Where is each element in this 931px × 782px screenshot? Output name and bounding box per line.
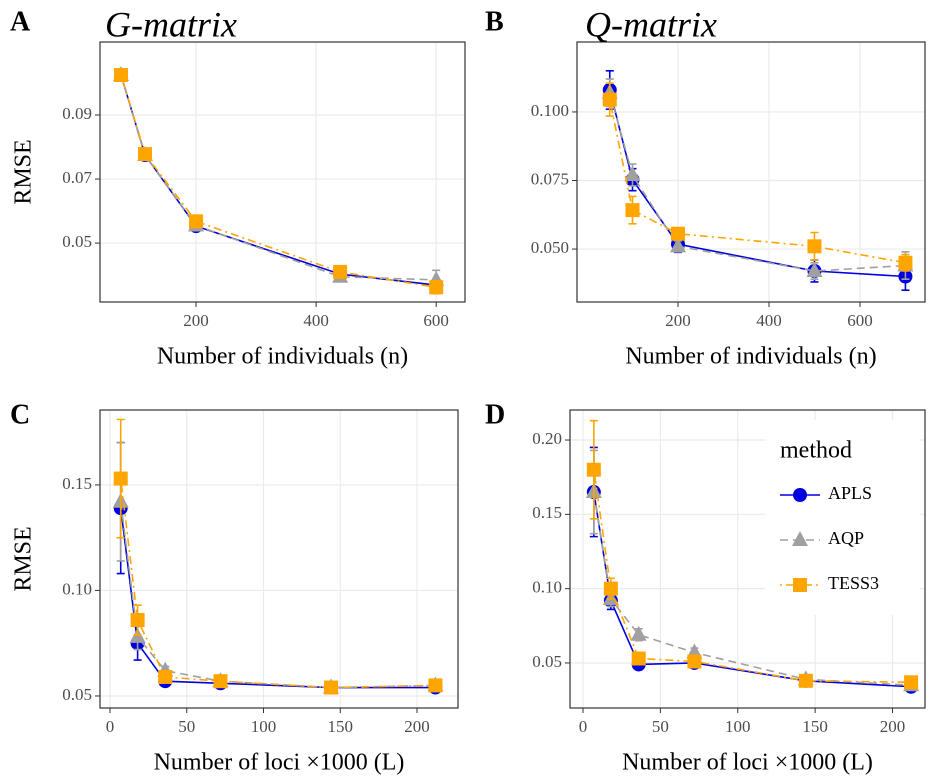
y-tick-label: 0.15 xyxy=(62,474,92,493)
point xyxy=(631,651,646,666)
legend-label: TESS3 xyxy=(828,573,879,593)
point xyxy=(189,214,204,229)
y-axis-label: RMSE xyxy=(11,139,37,204)
point xyxy=(898,255,913,270)
series-line xyxy=(593,469,912,684)
y-tick-label: 0.20 xyxy=(532,429,562,448)
point xyxy=(324,680,339,695)
panel-letter: D xyxy=(485,399,505,430)
point xyxy=(130,612,145,627)
point xyxy=(687,654,702,669)
point xyxy=(428,678,443,693)
point xyxy=(158,669,173,684)
x-tick-label: 200 xyxy=(880,717,906,736)
y-tick-label: 0.100 xyxy=(531,101,569,120)
x-axis-label: Number of individuals (n) xyxy=(157,344,408,370)
point xyxy=(904,675,919,690)
y-tick-label: 0.07 xyxy=(62,168,92,187)
panel-title: G-matrix xyxy=(105,4,237,44)
point xyxy=(806,262,823,278)
legend-label: APLS xyxy=(828,483,872,503)
y-tick-label: 0.075 xyxy=(531,169,569,188)
y-tick-label: 0.05 xyxy=(62,232,92,251)
series-line xyxy=(119,478,436,689)
point xyxy=(670,226,685,241)
point xyxy=(807,239,822,254)
legend-title: method xyxy=(780,438,852,464)
x-tick-label: 600 xyxy=(423,311,449,330)
y-tick-label: 0.10 xyxy=(532,578,562,597)
y-axis-label: RMSE xyxy=(11,526,37,591)
legend-marker xyxy=(793,488,807,502)
x-tick-label: 200 xyxy=(404,717,430,736)
x-tick-label: 100 xyxy=(725,717,751,736)
y-tick-label: 0.050 xyxy=(531,238,569,257)
x-axis-label: Number of loci ×1000 (L) xyxy=(154,750,405,776)
point xyxy=(138,147,153,162)
legend-marker xyxy=(792,531,808,546)
plot-border xyxy=(99,409,459,709)
point xyxy=(630,625,647,641)
x-tick-label: 200 xyxy=(183,311,209,330)
series-line xyxy=(593,491,912,687)
point xyxy=(669,237,686,253)
point xyxy=(602,92,617,107)
plot-border xyxy=(569,409,926,709)
x-tick-label: 400 xyxy=(756,311,782,330)
x-tick-label: 150 xyxy=(802,717,828,736)
x-axis-label: Number of individuals (n) xyxy=(625,344,876,370)
panel-letter: B xyxy=(485,6,504,37)
point xyxy=(333,264,348,279)
legend-box xyxy=(765,420,920,615)
x-tick-label: 0 xyxy=(579,717,588,736)
series-line xyxy=(608,99,906,264)
x-tick-label: 100 xyxy=(251,717,277,736)
plot-border xyxy=(576,41,926,303)
x-tick-label: 600 xyxy=(847,311,873,330)
y-tick-label: 0.09 xyxy=(62,104,92,123)
y-tick-label: 0.15 xyxy=(532,503,562,522)
plot-background xyxy=(100,42,465,302)
plot-border xyxy=(99,41,466,303)
y-tick-label: 0.05 xyxy=(532,652,562,671)
plot-background xyxy=(100,410,458,708)
panel-title: Q-matrix xyxy=(585,4,717,44)
x-tick-label: 50 xyxy=(652,717,669,736)
x-tick-label: 400 xyxy=(303,311,329,330)
point xyxy=(603,581,618,596)
point xyxy=(624,166,641,182)
point xyxy=(113,471,128,486)
x-tick-label: 50 xyxy=(178,717,195,736)
point xyxy=(114,67,129,82)
point xyxy=(213,674,228,689)
plot-background xyxy=(577,42,925,302)
legend-marker xyxy=(793,578,807,592)
legend-label: AQP xyxy=(828,528,864,548)
point xyxy=(586,462,601,477)
x-tick-label: 150 xyxy=(328,717,354,736)
y-tick-label: 0.10 xyxy=(62,579,92,598)
point xyxy=(429,280,444,295)
x-tick-label: 0 xyxy=(106,717,115,736)
point xyxy=(798,673,813,688)
y-tick-label: 0.05 xyxy=(62,685,92,704)
series-line xyxy=(120,74,437,289)
point xyxy=(625,203,640,218)
x-axis-label: Number of loci ×1000 (L) xyxy=(622,750,873,776)
panel-letter: C xyxy=(10,399,30,430)
panel-letter: A xyxy=(10,6,31,37)
x-tick-label: 200 xyxy=(665,311,691,330)
